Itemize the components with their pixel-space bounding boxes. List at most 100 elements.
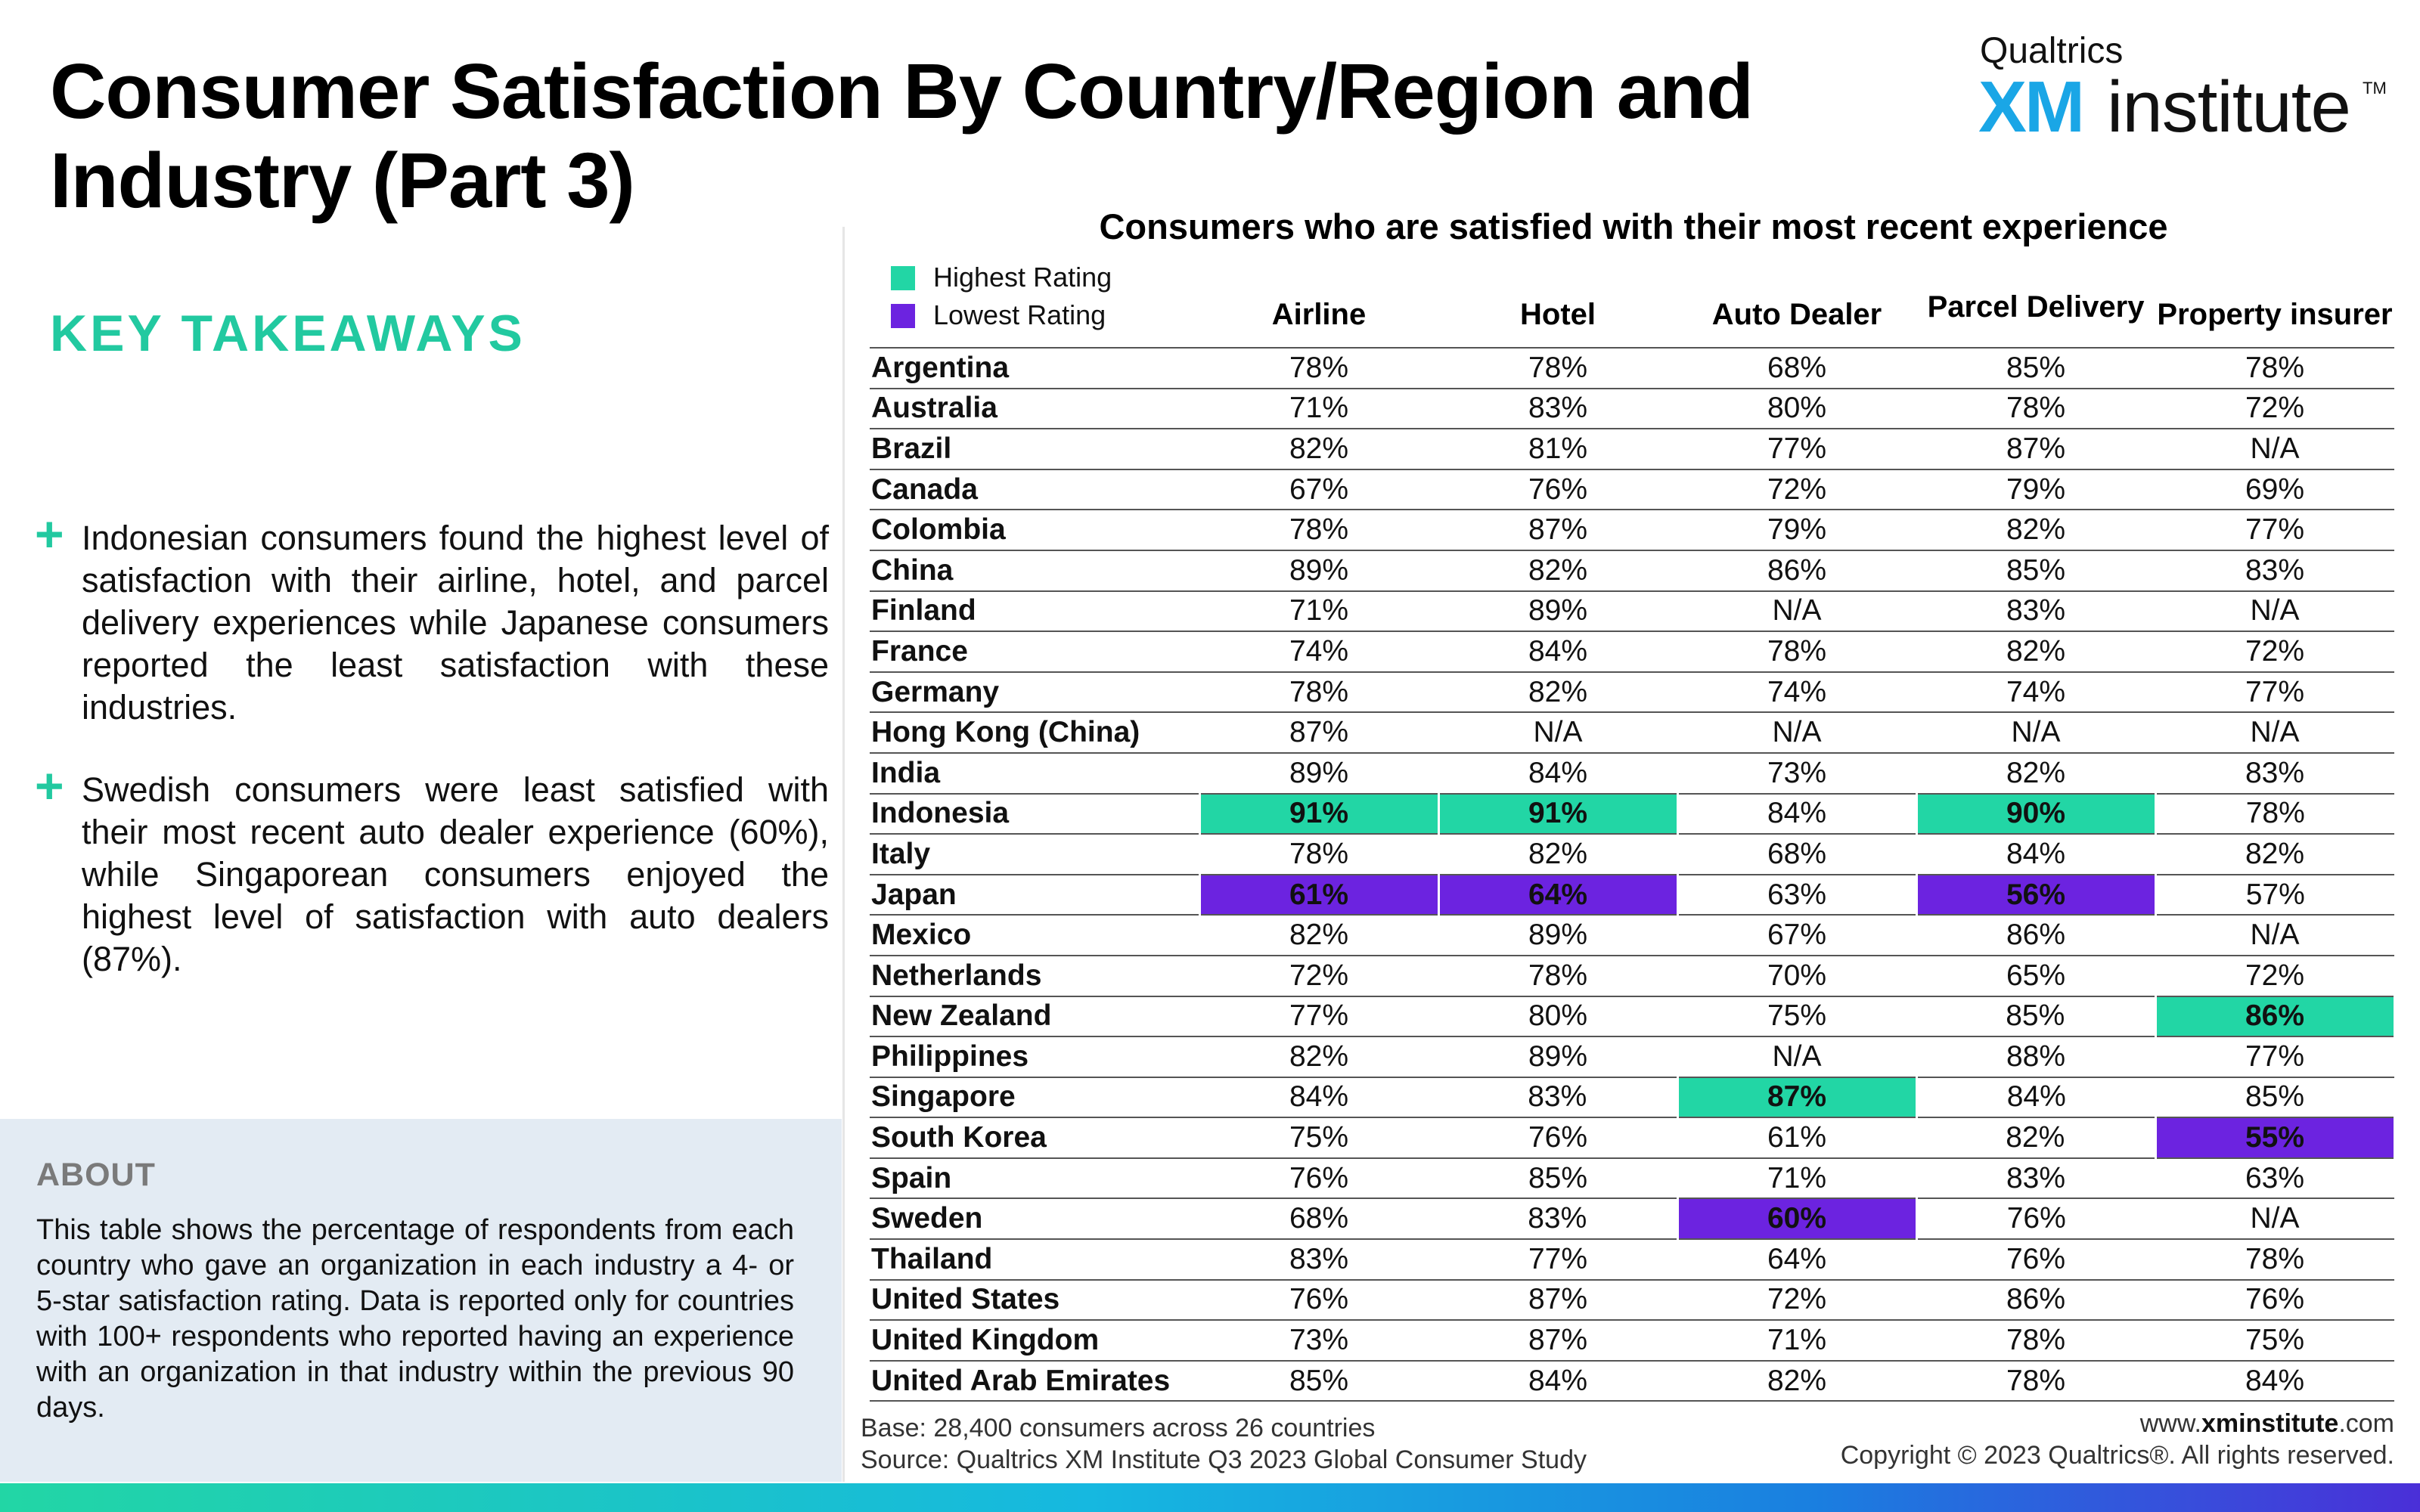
value-cell: 76% [2245,1283,2305,1316]
value-cell: 74% [1289,634,1349,668]
value-cell: 87% [1289,716,1349,749]
table-row: Colombia 78% 87% 79% 82% 77% [870,510,2394,550]
table-row: Sweden 68% 83% 60% 76% N/A [870,1198,2394,1240]
country-cell: Germany [871,675,1000,708]
country-cell: Brazil [871,432,952,465]
table-row: United States 76% 87% 72% 86% 76% [870,1280,2394,1321]
page-title: Consumer Satisfaction By Country/Region … [50,48,1754,224]
value-cell: 65% [2006,959,2066,992]
value-cell: 84% [2006,1080,2066,1114]
takeaway-text: Indonesian consumers found the highest l… [82,519,829,727]
value-cell: 78% [2006,1324,2066,1357]
value-cell: 71% [1767,1161,1827,1194]
vertical-divider [842,227,845,1482]
value-cell: 89% [1289,553,1349,587]
value-cell: 86% [1767,553,1827,587]
country-cell: United Kingdom [871,1324,1100,1357]
value-cell: 81% [1528,432,1588,465]
country-cell: Australia [871,392,997,425]
country-cell: Canada [871,472,978,506]
value-cell: N/A [2250,716,2300,749]
url-bold: xminstitute [2201,1409,2339,1438]
table-row: Singapore 84% 83% 87% 84% 85% [870,1077,2394,1118]
country-cell: South Korea [871,1121,1047,1154]
value-cell: 61% [1767,1121,1827,1154]
table-row: India 89% 84% 73% 82% 83% [870,753,2394,794]
qualtrics-xm-institute-logo: Qualtrics XM institute TM [1978,30,2387,145]
value-cell: 78% [1528,959,1588,992]
value-cell: 78% [2245,797,2305,830]
header-parcel-delivery: Parcel Delivery [1927,290,2145,324]
value-cell: 82% [1528,553,1588,587]
plus-icon: + [35,758,64,813]
value-cell: 83% [2006,594,2066,627]
logo-qualtrics-text: Qualtrics [1980,31,2124,71]
value-cell: 91% [1437,793,1679,835]
value-cell: 80% [1767,392,1827,425]
value-cell: 77% [1767,432,1827,465]
satisfaction-table: Airline Hotel Auto Dealer Parcel Deliver… [870,281,2396,1402]
value-cell: 88% [2006,1040,2066,1073]
table-row: Argentina 78% 78% 68% 85% 78% [870,348,2394,389]
value-cell: 78% [1528,351,1588,384]
value-cell: 56% [1915,874,2157,916]
value-cell: 78% [1289,351,1349,384]
value-cell: 89% [1528,1040,1588,1073]
table-row: Netherlands 72% 78% 70% 65% 72% [870,956,2394,996]
value-cell: 82% [2245,837,2305,870]
value-cell: 63% [1767,878,1827,911]
value-cell: 55% [2154,1117,2396,1158]
value-cell: 78% [1289,675,1349,708]
value-cell: 67% [1767,919,1827,952]
value-cell: 82% [2006,756,2066,789]
country-cell: Netherlands [871,959,1042,992]
value-cell: 84% [1289,1080,1349,1114]
header-property-insurer: Property insurer [2157,298,2393,331]
value-cell: 76% [2006,1242,2066,1275]
value-cell: 67% [1289,472,1349,506]
value-cell: 77% [2245,513,2305,547]
value-cell: 78% [2006,392,2066,425]
value-cell: 77% [2245,675,2305,708]
value-cell: N/A [1772,594,1822,627]
value-cell: 82% [1289,432,1349,465]
table-row: Hong Kong (China) 87% N/A N/A N/A N/A [870,712,2394,753]
value-cell: 90% [1915,793,2157,835]
value-cell: 75% [2245,1324,2305,1357]
country-cell: Spain [871,1161,952,1194]
value-cell: 74% [1767,675,1827,708]
country-cell: Philippines [871,1040,1029,1073]
country-cell: Mexico [871,919,972,952]
value-cell: 68% [1289,1202,1349,1235]
table-row: United Arab Emirates 85% 84% 82% 78% 84% [870,1361,2394,1402]
country-cell: India [871,756,941,789]
bottom-gradient-bar [0,1483,2420,1512]
value-cell: 83% [1289,1242,1349,1275]
country-cell: United Arab Emirates [871,1364,1171,1397]
table-row: Canada 67% 76% 72% 79% 69% [870,469,2394,510]
country-cell: Singapore [871,1080,1016,1114]
value-cell: N/A [2011,716,2061,749]
value-cell: 71% [1289,392,1349,425]
value-cell: 60% [1676,1198,1918,1240]
value-cell: 82% [1528,837,1588,870]
about-title: ABOUT [36,1157,156,1193]
value-cell: N/A [1772,716,1822,749]
value-cell: 86% [2006,1283,2066,1316]
value-cell: 78% [1767,634,1827,668]
value-cell: N/A [2250,919,2300,952]
value-cell: 79% [2006,472,2066,506]
value-cell: 83% [2245,756,2305,789]
value-cell: 82% [2006,513,2066,547]
value-cell: 82% [1289,919,1349,952]
country-cell: Thailand [871,1242,993,1275]
value-cell: 73% [1767,756,1827,789]
website-link[interactable]: www.xminstitute.com [1841,1408,2394,1439]
value-cell: 70% [1767,959,1827,992]
value-cell: 76% [1528,472,1588,506]
value-cell: N/A [2250,1202,2300,1235]
value-cell: 82% [1767,1364,1827,1397]
value-cell: 82% [1289,1040,1349,1073]
table-row: Mexico 82% 89% 67% 86% N/A [870,915,2394,956]
table-row: New Zealand 77% 80% 75% 85% 86% [870,996,2396,1037]
